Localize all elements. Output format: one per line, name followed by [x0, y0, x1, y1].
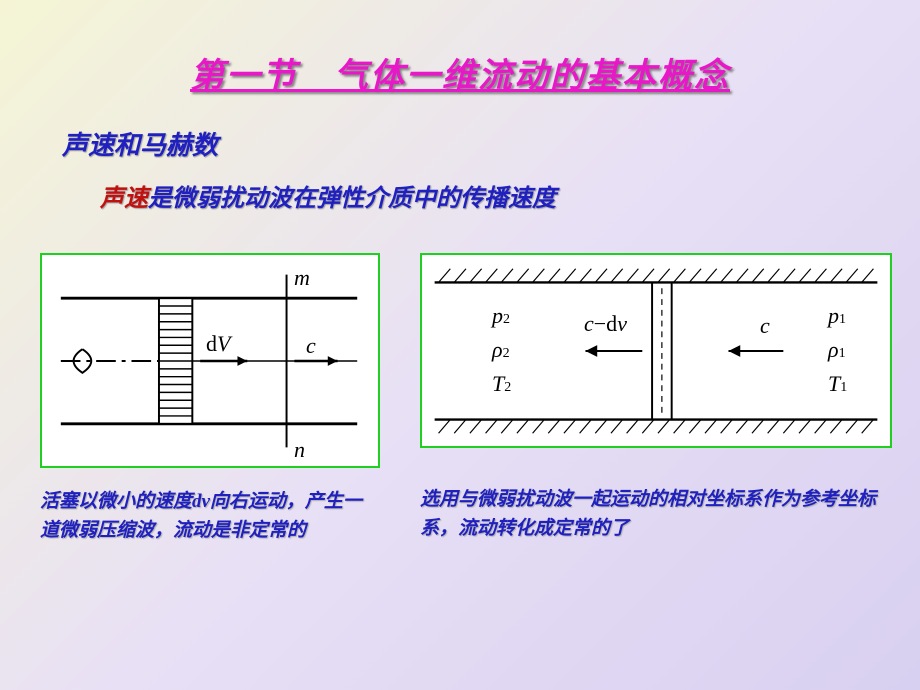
figure-1-svg [40, 253, 380, 468]
figure-2-caption: 选用与微弱扰动波一起运动的相对坐标系作为参考坐标系，流动转化成定常的了 [420, 485, 892, 544]
figure-2-svg [420, 253, 892, 448]
fig2-label-c: c [760, 313, 770, 339]
fig2-label-p2: p2 [492, 303, 510, 329]
fig1-label-m: m [294, 265, 310, 291]
figure-row: m n dV c 活塞以微小的速度dv向右运动，产生一道微弱压缩波，流动是非定常… [40, 253, 920, 546]
fig2-label-rho1: ρ1 [828, 337, 846, 363]
fig2-label-T1: T1 [828, 371, 847, 397]
definition-line: 声速是微弱扰动波在弹性介质中的传播速度 [100, 178, 920, 213]
definition-term: 声速 [100, 186, 148, 212]
section-title: 第一节 气体一维流动的基本概念 [0, 0, 920, 97]
fig2-label-T2: T2 [492, 371, 511, 397]
figure-1-caption: 活塞以微小的速度dv向右运动，产生一道微弱压缩波，流动是非定常的 [40, 487, 380, 546]
fig2-label-cdv: c−dv [584, 311, 627, 337]
figure-1: m n dV c 活塞以微小的速度dv向右运动，产生一道微弱压缩波，流动是非定常… [40, 253, 380, 546]
fig1-label-c: c [306, 333, 316, 359]
definition-text: 是微弱扰动波在弹性介质中的传播速度 [148, 186, 556, 212]
figure-2: c−dv c p2 ρ2 T2 p1 ρ1 T1 选用与微弱扰动波一起运动的相对… [420, 253, 892, 546]
subsection-heading: 声速和马赫数 [62, 125, 920, 162]
fig1-label-dV: dV [206, 331, 230, 357]
fig2-label-p1: p1 [828, 303, 846, 329]
fig2-label-rho2: ρ2 [492, 337, 510, 363]
fig1-label-n: n [294, 437, 305, 463]
